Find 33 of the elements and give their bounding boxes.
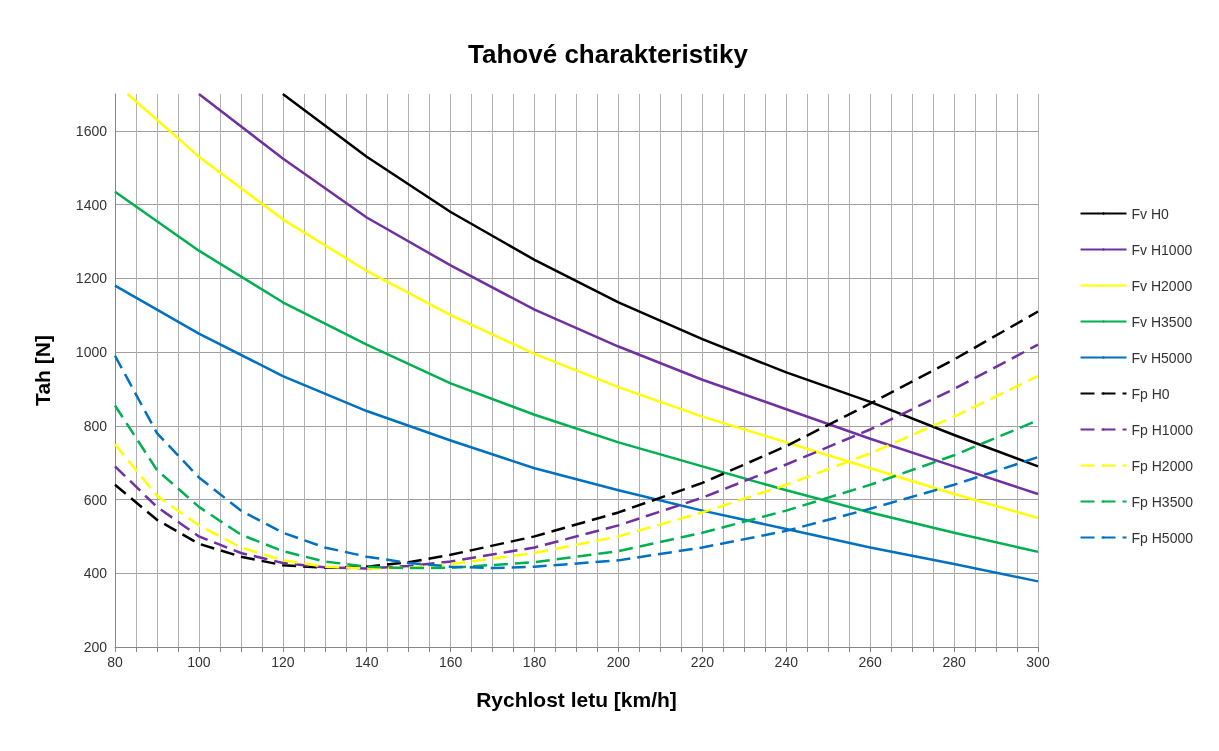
x-tick-label: 200: [606, 654, 631, 670]
y-tick-label: 1400: [75, 196, 108, 213]
x-tick-label: 120: [271, 654, 295, 670]
x-tick-label: 220: [690, 654, 715, 670]
legend-label: Fv H3500: [1131, 313, 1193, 330]
legend-label: Fv H2000: [1131, 277, 1193, 294]
legend-label: Fv H0: [1131, 205, 1170, 222]
legend-label: Fv H5000: [1131, 349, 1193, 366]
y-tick-label: 200: [83, 639, 108, 655]
y-tick-label: 800: [83, 417, 108, 434]
legend-label: Fp H1000: [1131, 421, 1194, 438]
chart-title: Tahové charakteristiky: [468, 39, 749, 69]
x-tick-label: 280: [942, 654, 966, 670]
y-tick-label: 600: [83, 491, 108, 508]
y-tick-label: 400: [83, 565, 108, 582]
legend-label: Fp H3500: [1131, 493, 1194, 510]
x-axis-title: Rychlost letu [km/h]: [476, 688, 677, 711]
legend-label: Fp H5000: [1131, 529, 1194, 546]
x-tick-label: 300: [1026, 654, 1050, 670]
x-tick-label: 100: [187, 654, 211, 670]
legend-label: Fp H0: [1131, 385, 1170, 402]
y-tick-label: 1200: [75, 270, 108, 287]
x-tick-label: 180: [522, 654, 547, 670]
x-tick-label: 240: [774, 654, 799, 670]
x-tick-label: 260: [858, 654, 883, 670]
x-tick-label: 140: [355, 654, 379, 670]
legend-label: Fv H1000: [1131, 241, 1193, 258]
x-tick-label: 160: [438, 654, 463, 670]
legend-label: Fp H2000: [1131, 457, 1194, 474]
y-tick-label: 1000: [75, 344, 108, 361]
x-tick-label: 80: [107, 654, 123, 670]
y-tick-label: 1600: [75, 122, 108, 139]
y-axis-title: Tah [N]: [31, 335, 54, 406]
